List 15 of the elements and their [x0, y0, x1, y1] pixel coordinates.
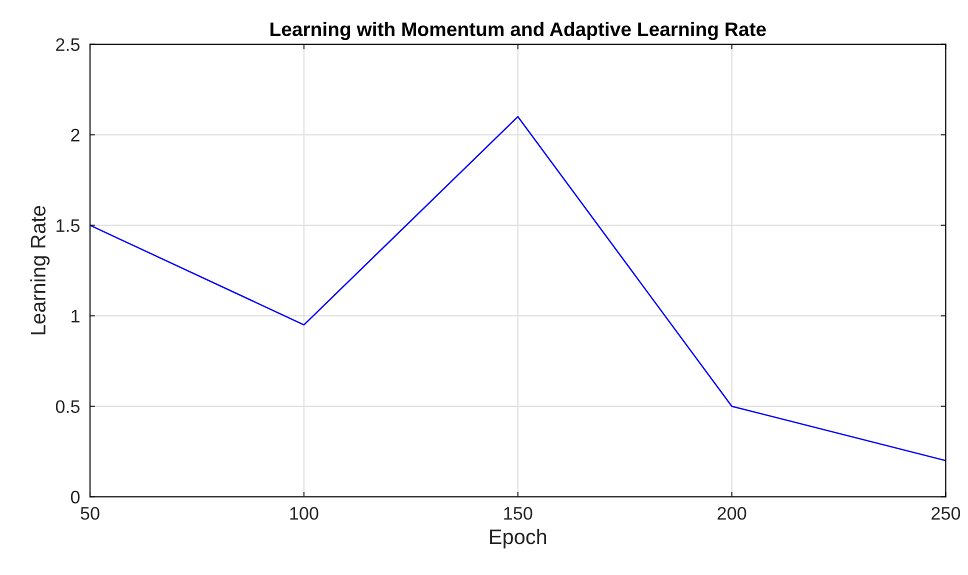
y-tick-label: 1 — [72, 310, 80, 322]
x-tick-label: 100 — [290, 507, 318, 520]
y-axis-title: Learning Rate — [30, 206, 50, 334]
y-tick-label: 0 — [70, 490, 80, 504]
y-tick-label: 1.5 — [56, 219, 80, 232]
x-tick-label: 200 — [718, 507, 746, 520]
y-tick-label: 0.5 — [56, 400, 80, 414]
line-series — [90, 116, 946, 462]
y-tick-label: 2 — [71, 128, 80, 142]
x-tick-label: 250 — [932, 507, 960, 520]
x-axis-title: Epoch — [490, 528, 546, 548]
x-tick-label: 150 — [504, 507, 532, 520]
y-tick-label: 2.5 — [56, 38, 80, 51]
x-tick-label: 50 — [80, 507, 100, 520]
chart-title: Learning with Momentum and Adaptive Learning Rate — [270, 22, 766, 40]
